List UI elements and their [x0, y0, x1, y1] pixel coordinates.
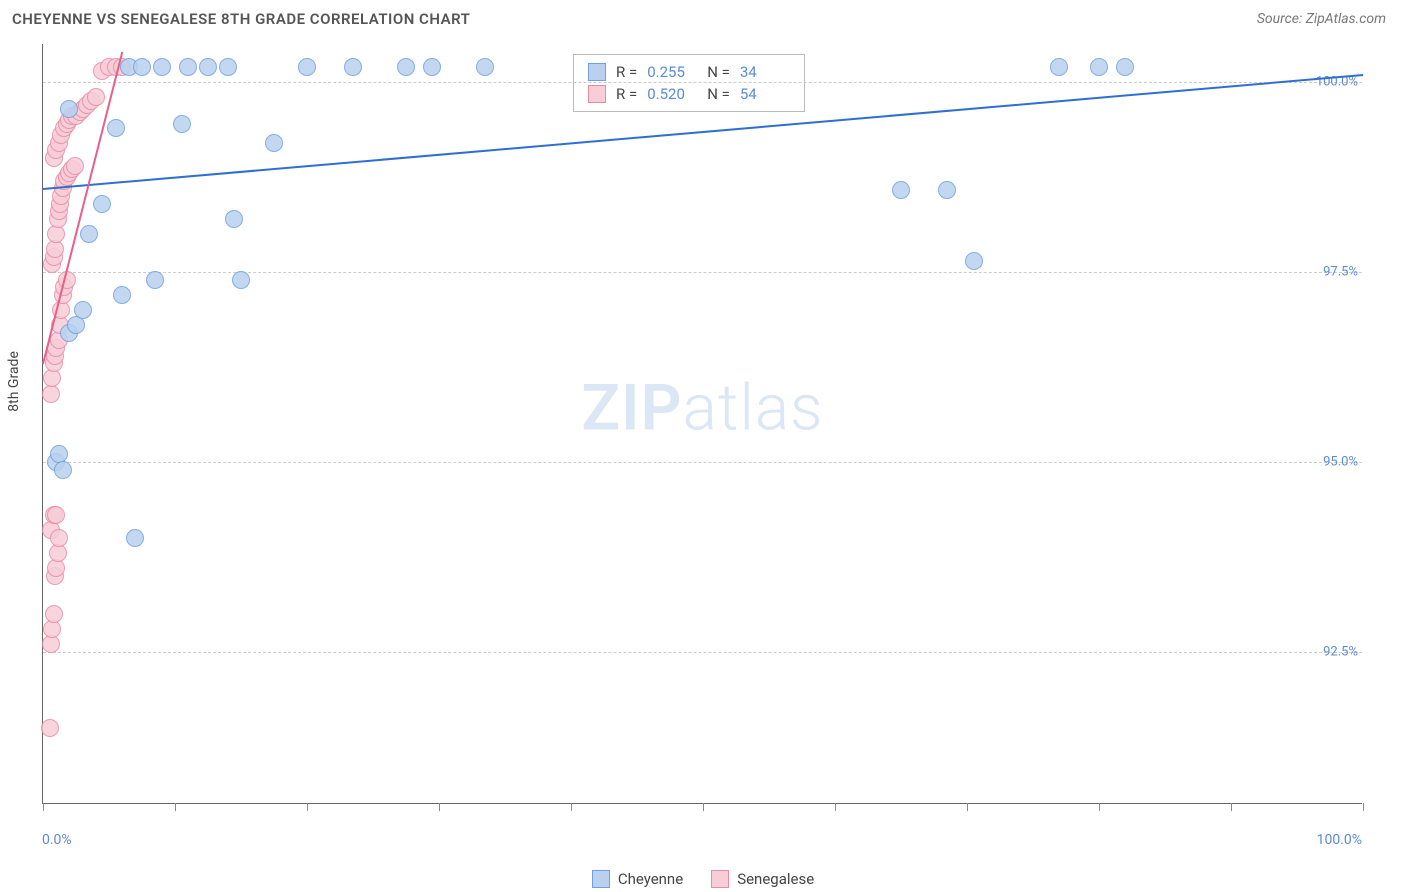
watermark-atlas: atlas	[683, 371, 824, 446]
x-tick	[703, 803, 704, 811]
legend-item-senegalese: Senegalese	[711, 870, 814, 888]
header: CHEYENNE VS SENEGALESE 8TH GRADE CORRELA…	[0, 0, 1406, 36]
watermark-zip: ZIP	[581, 371, 682, 446]
x-tick	[1099, 803, 1100, 811]
data-point	[219, 58, 237, 76]
x-axis-max-label: 100.0%	[1317, 832, 1362, 848]
x-tick	[307, 803, 308, 811]
data-point	[54, 461, 72, 479]
data-point	[45, 605, 63, 623]
data-point	[133, 58, 151, 76]
legend-swatch-senegalese	[711, 870, 729, 888]
plot-wrap: 8th Grade ZIPatlas R = 0.255 N = 34 R = …	[42, 44, 1392, 824]
plot-area: ZIPatlas R = 0.255 N = 34 R = 0.520 N = …	[42, 44, 1362, 804]
x-tick	[175, 803, 176, 811]
y-tick-label: 95.0%	[1323, 455, 1358, 470]
x-tick	[1363, 803, 1364, 811]
data-point	[126, 529, 144, 547]
data-point	[80, 225, 98, 243]
x-tick	[571, 803, 572, 811]
data-point	[423, 58, 441, 76]
data-point	[93, 195, 111, 213]
gridline	[43, 462, 1362, 463]
x-axis-min-label: 0.0%	[42, 832, 72, 848]
stats-row-cheyenne: R = 0.255 N = 34	[588, 61, 790, 83]
stat-n-label: N =	[707, 85, 730, 103]
gridline	[43, 652, 1362, 653]
y-axis-title: 8th Grade	[6, 351, 22, 412]
data-point	[74, 301, 92, 319]
watermark: ZIPatlas	[581, 371, 823, 446]
data-point	[87, 88, 105, 106]
legend-label-senegalese: Senegalese	[737, 870, 814, 888]
x-tick	[439, 803, 440, 811]
stat-n-senegalese: 54	[740, 85, 790, 103]
x-tick	[1231, 803, 1232, 811]
data-point	[146, 271, 164, 289]
x-tick	[835, 803, 836, 811]
data-point	[173, 115, 191, 133]
data-point	[179, 58, 197, 76]
gridline	[43, 82, 1362, 83]
x-tick	[967, 803, 968, 811]
data-point	[41, 719, 59, 737]
data-point	[113, 286, 131, 304]
stat-n-cheyenne: 34	[740, 63, 790, 81]
swatch-senegalese	[588, 85, 606, 103]
data-point	[298, 58, 316, 76]
data-point	[397, 58, 415, 76]
data-point	[965, 252, 983, 270]
chart-title: CHEYENNE VS SENEGALESE 8TH GRADE CORRELA…	[12, 10, 470, 28]
stats-row-senegalese: R = 0.520 N = 54	[588, 83, 790, 105]
data-point	[344, 58, 362, 76]
source-label: Source: ZipAtlas.com	[1257, 11, 1386, 27]
data-point	[232, 271, 250, 289]
y-tick-label: 97.5%	[1323, 265, 1358, 280]
data-point	[199, 58, 217, 76]
swatch-cheyenne	[588, 63, 606, 81]
data-point	[938, 181, 956, 199]
stat-r-cheyenne: 0.255	[647, 63, 697, 81]
stat-r-senegalese: 0.520	[647, 85, 697, 103]
data-point	[60, 100, 78, 118]
bottom-legend: Cheyenne Senegalese	[0, 870, 1406, 888]
data-point	[47, 506, 65, 524]
data-point	[1090, 58, 1108, 76]
stats-box: R = 0.255 N = 34 R = 0.520 N = 54	[573, 54, 805, 112]
data-point	[1050, 58, 1068, 76]
stat-r-label: R =	[616, 63, 637, 81]
legend-label-cheyenne: Cheyenne	[618, 870, 683, 888]
data-point	[892, 181, 910, 199]
stat-n-label: N =	[707, 63, 730, 81]
data-point	[265, 134, 283, 152]
data-point	[66, 157, 84, 175]
y-tick-label: 92.5%	[1323, 645, 1358, 660]
stat-r-label: R =	[616, 85, 637, 103]
data-point	[50, 529, 68, 547]
legend-item-cheyenne: Cheyenne	[592, 870, 683, 888]
data-point	[225, 210, 243, 228]
data-point	[476, 58, 494, 76]
data-point	[153, 58, 171, 76]
legend-swatch-cheyenne	[592, 870, 610, 888]
x-tick	[43, 803, 44, 811]
data-point	[107, 119, 125, 137]
data-point	[1116, 58, 1134, 76]
